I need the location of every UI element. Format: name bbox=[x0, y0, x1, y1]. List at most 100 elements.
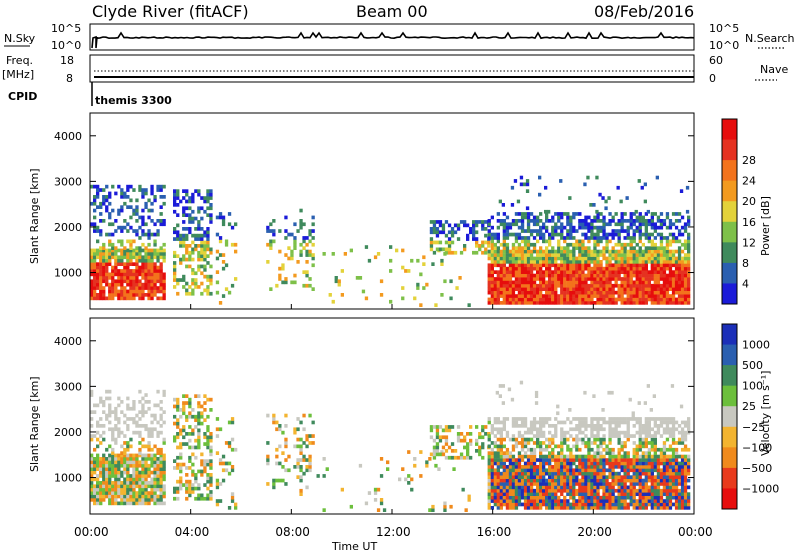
heatmap-cell bbox=[671, 222, 676, 227]
heatmap-cell bbox=[557, 294, 561, 298]
heatmap-cell bbox=[671, 239, 676, 244]
heatmap-cell bbox=[93, 491, 97, 495]
heatmap-cell bbox=[614, 253, 618, 257]
heatmap-cell bbox=[599, 253, 603, 257]
heatmap-cell bbox=[687, 461, 691, 466]
heatmap-cell bbox=[659, 260, 664, 264]
heatmap-cell bbox=[499, 465, 503, 469]
heatmap-cell bbox=[560, 266, 564, 271]
heatmap-cell bbox=[638, 458, 642, 462]
heatmap-cell bbox=[680, 249, 685, 254]
heatmap-cell bbox=[653, 420, 657, 425]
heatmap-cell bbox=[575, 297, 579, 302]
heatmap-cell bbox=[135, 252, 139, 256]
heatmap-cell bbox=[575, 437, 579, 442]
heatmap-cell bbox=[572, 444, 576, 449]
heatmap-cell bbox=[138, 289, 142, 294]
heatmap-cell bbox=[659, 488, 664, 493]
heatmap-cell bbox=[572, 297, 576, 302]
heatmap-cell bbox=[638, 301, 642, 305]
heatmap-cell bbox=[203, 418, 207, 422]
heatmap-cell bbox=[176, 230, 180, 235]
heatmap-cell bbox=[662, 454, 667, 459]
heatmap-cell bbox=[659, 458, 664, 462]
heatmap-cell bbox=[179, 479, 183, 484]
heatmap-cell bbox=[364, 501, 369, 506]
heatmap-cell bbox=[623, 290, 627, 295]
heatmap-cell bbox=[520, 492, 525, 496]
heatmap-cell bbox=[539, 468, 543, 473]
heatmap-cell bbox=[147, 441, 151, 445]
heatmap-cell bbox=[614, 256, 618, 261]
heatmap-cell bbox=[105, 484, 109, 489]
heatmap-cell bbox=[144, 258, 148, 263]
heatmap-cell bbox=[647, 232, 651, 237]
heatmap-cell bbox=[203, 250, 207, 255]
heatmap-cell bbox=[674, 256, 679, 261]
heatmap-cell bbox=[647, 495, 651, 500]
heatmap-cell bbox=[93, 248, 97, 253]
heatmap-cell bbox=[159, 282, 163, 287]
heatmap-cell bbox=[209, 408, 213, 412]
heatmap-cell bbox=[419, 272, 423, 277]
heatmap-cell bbox=[596, 488, 600, 493]
heatmap-cell bbox=[272, 420, 276, 425]
heatmap-cell bbox=[680, 492, 685, 496]
heatmap-cell bbox=[536, 437, 540, 442]
heatmap-cell bbox=[299, 447, 303, 452]
heatmap-cell bbox=[532, 465, 537, 469]
heatmap-cell bbox=[505, 482, 510, 486]
heatmap-cell bbox=[496, 301, 500, 305]
heatmap-cell bbox=[484, 220, 488, 224]
heatmap-cell bbox=[674, 465, 679, 469]
heatmap-cell bbox=[599, 482, 603, 486]
heatmap-cell bbox=[490, 242, 494, 247]
heatmap-cell bbox=[96, 467, 100, 471]
heatmap-cell bbox=[632, 488, 636, 493]
heatmap-cell bbox=[132, 406, 136, 411]
heatmap-cell bbox=[575, 294, 579, 298]
heatmap-cell bbox=[108, 474, 112, 478]
heatmap-cell bbox=[593, 242, 597, 247]
heatmap-cell bbox=[502, 454, 506, 459]
heatmap-cell bbox=[629, 253, 633, 257]
heatmap-cell bbox=[605, 290, 609, 295]
heatmap-cell bbox=[581, 273, 585, 278]
heatmap-cell bbox=[444, 250, 449, 255]
heatmap-cell bbox=[266, 441, 270, 445]
heatmap-cell bbox=[683, 294, 688, 298]
heatmap-cell bbox=[209, 445, 213, 450]
heatmap-cell bbox=[209, 220, 213, 224]
heatmap-cell bbox=[138, 279, 142, 284]
heatmap-cell bbox=[572, 454, 576, 459]
heatmap-cell bbox=[532, 434, 537, 438]
heatmap-cell bbox=[572, 249, 576, 254]
heatmap-cell bbox=[120, 242, 124, 247]
heatmap-cell bbox=[517, 458, 522, 462]
heatmap-cell bbox=[623, 492, 627, 496]
heatmap-cell bbox=[605, 297, 609, 302]
heatmap-cell bbox=[635, 482, 639, 486]
heatmap-cell bbox=[401, 286, 405, 290]
heatmap-cell bbox=[517, 430, 522, 435]
heatmap-cell bbox=[677, 475, 682, 479]
heatmap-cell bbox=[278, 461, 282, 466]
heatmap-cell bbox=[475, 220, 479, 224]
heatmap-cell bbox=[499, 441, 503, 445]
heatmap-cell bbox=[635, 280, 639, 285]
heatmap-cell bbox=[650, 212, 654, 216]
heatmap-cell bbox=[194, 425, 198, 429]
heatmap-cell bbox=[560, 492, 564, 496]
heatmap-cell bbox=[641, 427, 645, 432]
heatmap-cell bbox=[563, 277, 567, 281]
heatmap-cell bbox=[126, 487, 130, 492]
heatmap-cell bbox=[551, 301, 555, 305]
heatmap-cell bbox=[623, 301, 627, 305]
heatmap-cell bbox=[653, 242, 657, 247]
heatmap-cell bbox=[542, 461, 546, 466]
heatmap-cell bbox=[117, 491, 121, 495]
heatmap-cell bbox=[687, 242, 691, 247]
heatmap-cell bbox=[111, 451, 115, 455]
heatmap-cell bbox=[209, 466, 213, 470]
